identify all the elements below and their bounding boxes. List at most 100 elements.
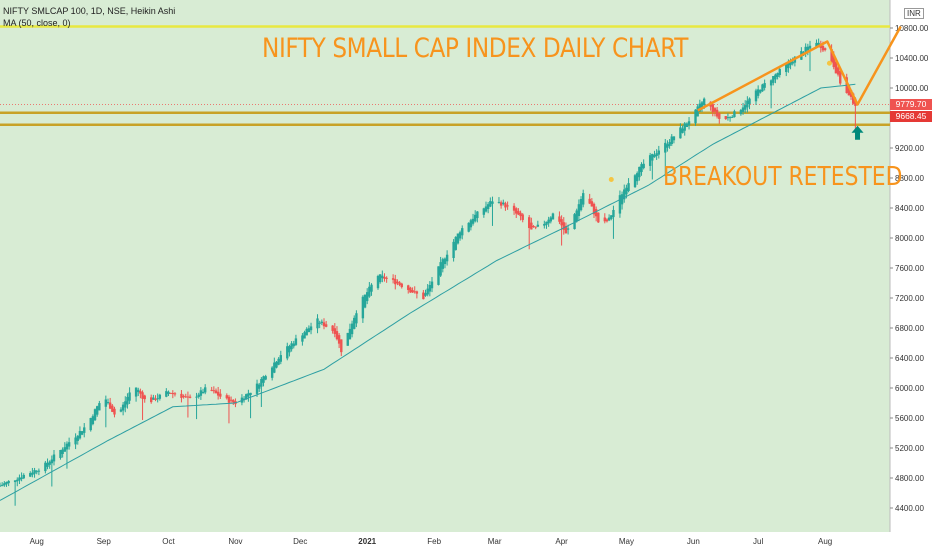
candle-down[interactable] (415, 291, 419, 294)
candle-down[interactable] (832, 55, 835, 68)
candle-down[interactable] (852, 93, 855, 104)
candle-down[interactable] (821, 45, 825, 51)
candle-up[interactable] (683, 123, 686, 131)
candle-up[interactable] (301, 335, 304, 342)
candle-up[interactable] (458, 232, 462, 239)
candle-down[interactable] (219, 393, 222, 397)
candle-up[interactable] (286, 346, 289, 359)
candle-up[interactable] (640, 164, 643, 173)
candle-up[interactable] (33, 470, 36, 474)
candle-up[interactable] (89, 418, 92, 431)
candle-up[interactable] (746, 100, 749, 108)
candle-down[interactable] (210, 389, 213, 391)
candle-down[interactable] (605, 219, 609, 222)
candle-up[interactable] (128, 392, 131, 401)
candle-up[interactable] (430, 281, 434, 289)
candle-up[interactable] (65, 443, 69, 450)
candle-up[interactable] (577, 204, 581, 217)
candle-down[interactable] (322, 322, 326, 327)
candle-up[interactable] (610, 215, 613, 219)
candle-up[interactable] (249, 392, 252, 396)
candle-up[interactable] (763, 83, 766, 88)
candle-down[interactable] (711, 104, 714, 113)
candle-up[interactable] (294, 338, 298, 345)
candle-up[interactable] (368, 286, 371, 297)
candle-up[interactable] (489, 201, 492, 207)
candle-down[interactable] (836, 67, 840, 75)
candle-up[interactable] (126, 396, 129, 405)
candle-up[interactable] (52, 454, 56, 462)
candle-up[interactable] (376, 276, 380, 289)
candle-up[interactable] (476, 211, 479, 219)
candle-down[interactable] (603, 217, 606, 222)
candle-up[interactable] (655, 153, 658, 156)
candle-up[interactable] (666, 144, 669, 148)
candle-up[interactable] (61, 449, 64, 454)
candle-up[interactable] (454, 236, 457, 250)
candle-up[interactable] (277, 358, 280, 365)
candle-up[interactable] (685, 123, 689, 128)
candle-up[interactable] (664, 142, 667, 153)
candle-down[interactable] (337, 335, 341, 344)
candle-up[interactable] (437, 266, 440, 285)
candle-down[interactable] (528, 217, 531, 229)
candle-down[interactable] (532, 226, 535, 228)
candle-down[interactable] (506, 205, 509, 207)
candle-up[interactable] (774, 74, 777, 80)
candle-up[interactable] (76, 435, 79, 441)
candle-up[interactable] (497, 201, 501, 203)
candle-down[interactable] (150, 397, 153, 403)
candle-up[interactable] (16, 479, 19, 482)
candle-up[interactable] (728, 117, 732, 119)
candle-up[interactable] (733, 111, 736, 118)
candle-up[interactable] (642, 163, 645, 169)
candle-down[interactable] (212, 390, 216, 392)
candle-up[interactable] (625, 187, 628, 195)
candle-up[interactable] (633, 175, 637, 188)
candle-down[interactable] (154, 398, 157, 400)
candle-down[interactable] (396, 281, 399, 284)
candle-down[interactable] (521, 214, 524, 220)
candle-down[interactable] (413, 291, 416, 293)
candle-up[interactable] (273, 362, 276, 373)
candle-down[interactable] (184, 396, 187, 398)
candle-up[interactable] (769, 80, 773, 86)
candle-up[interactable] (350, 323, 354, 335)
candle-down[interactable] (169, 392, 172, 394)
candle-up[interactable] (543, 223, 546, 226)
candle-up[interactable] (772, 76, 775, 83)
candle-up[interactable] (381, 275, 384, 279)
candle-down[interactable] (519, 212, 522, 217)
candle-up[interactable] (549, 217, 552, 222)
candle-up[interactable] (260, 378, 263, 387)
candle-up[interactable] (486, 204, 490, 210)
candle-down[interactable] (830, 49, 833, 63)
candle-down[interactable] (225, 395, 228, 399)
candle-up[interactable] (502, 202, 505, 204)
candle-up[interactable] (700, 102, 704, 108)
candle-up[interactable] (7, 480, 10, 484)
candle-up[interactable] (134, 387, 138, 397)
candle-up[interactable] (91, 416, 95, 425)
candle-down[interactable] (411, 290, 414, 293)
candle-up[interactable] (31, 472, 34, 475)
candle-up[interactable] (648, 155, 652, 166)
candle-up[interactable] (657, 150, 660, 155)
candle-up[interactable] (303, 332, 306, 339)
candle-up[interactable] (63, 447, 66, 452)
currency-label[interactable]: INR (904, 8, 924, 19)
candle-down[interactable] (847, 85, 851, 96)
candle-down[interactable] (391, 278, 395, 280)
candle-up[interactable] (536, 224, 540, 227)
candle-up[interactable] (305, 328, 308, 336)
candle-up[interactable] (754, 90, 758, 102)
candle-up[interactable] (245, 394, 248, 400)
candle-down[interactable] (182, 395, 185, 397)
candle-up[interactable] (152, 397, 155, 400)
candle-up[interactable] (320, 321, 324, 324)
candle-up[interactable] (204, 387, 207, 393)
candle-up[interactable] (255, 383, 259, 394)
candle-up[interactable] (35, 471, 38, 473)
candle-up[interactable] (262, 376, 265, 383)
candle-down[interactable] (407, 285, 410, 290)
